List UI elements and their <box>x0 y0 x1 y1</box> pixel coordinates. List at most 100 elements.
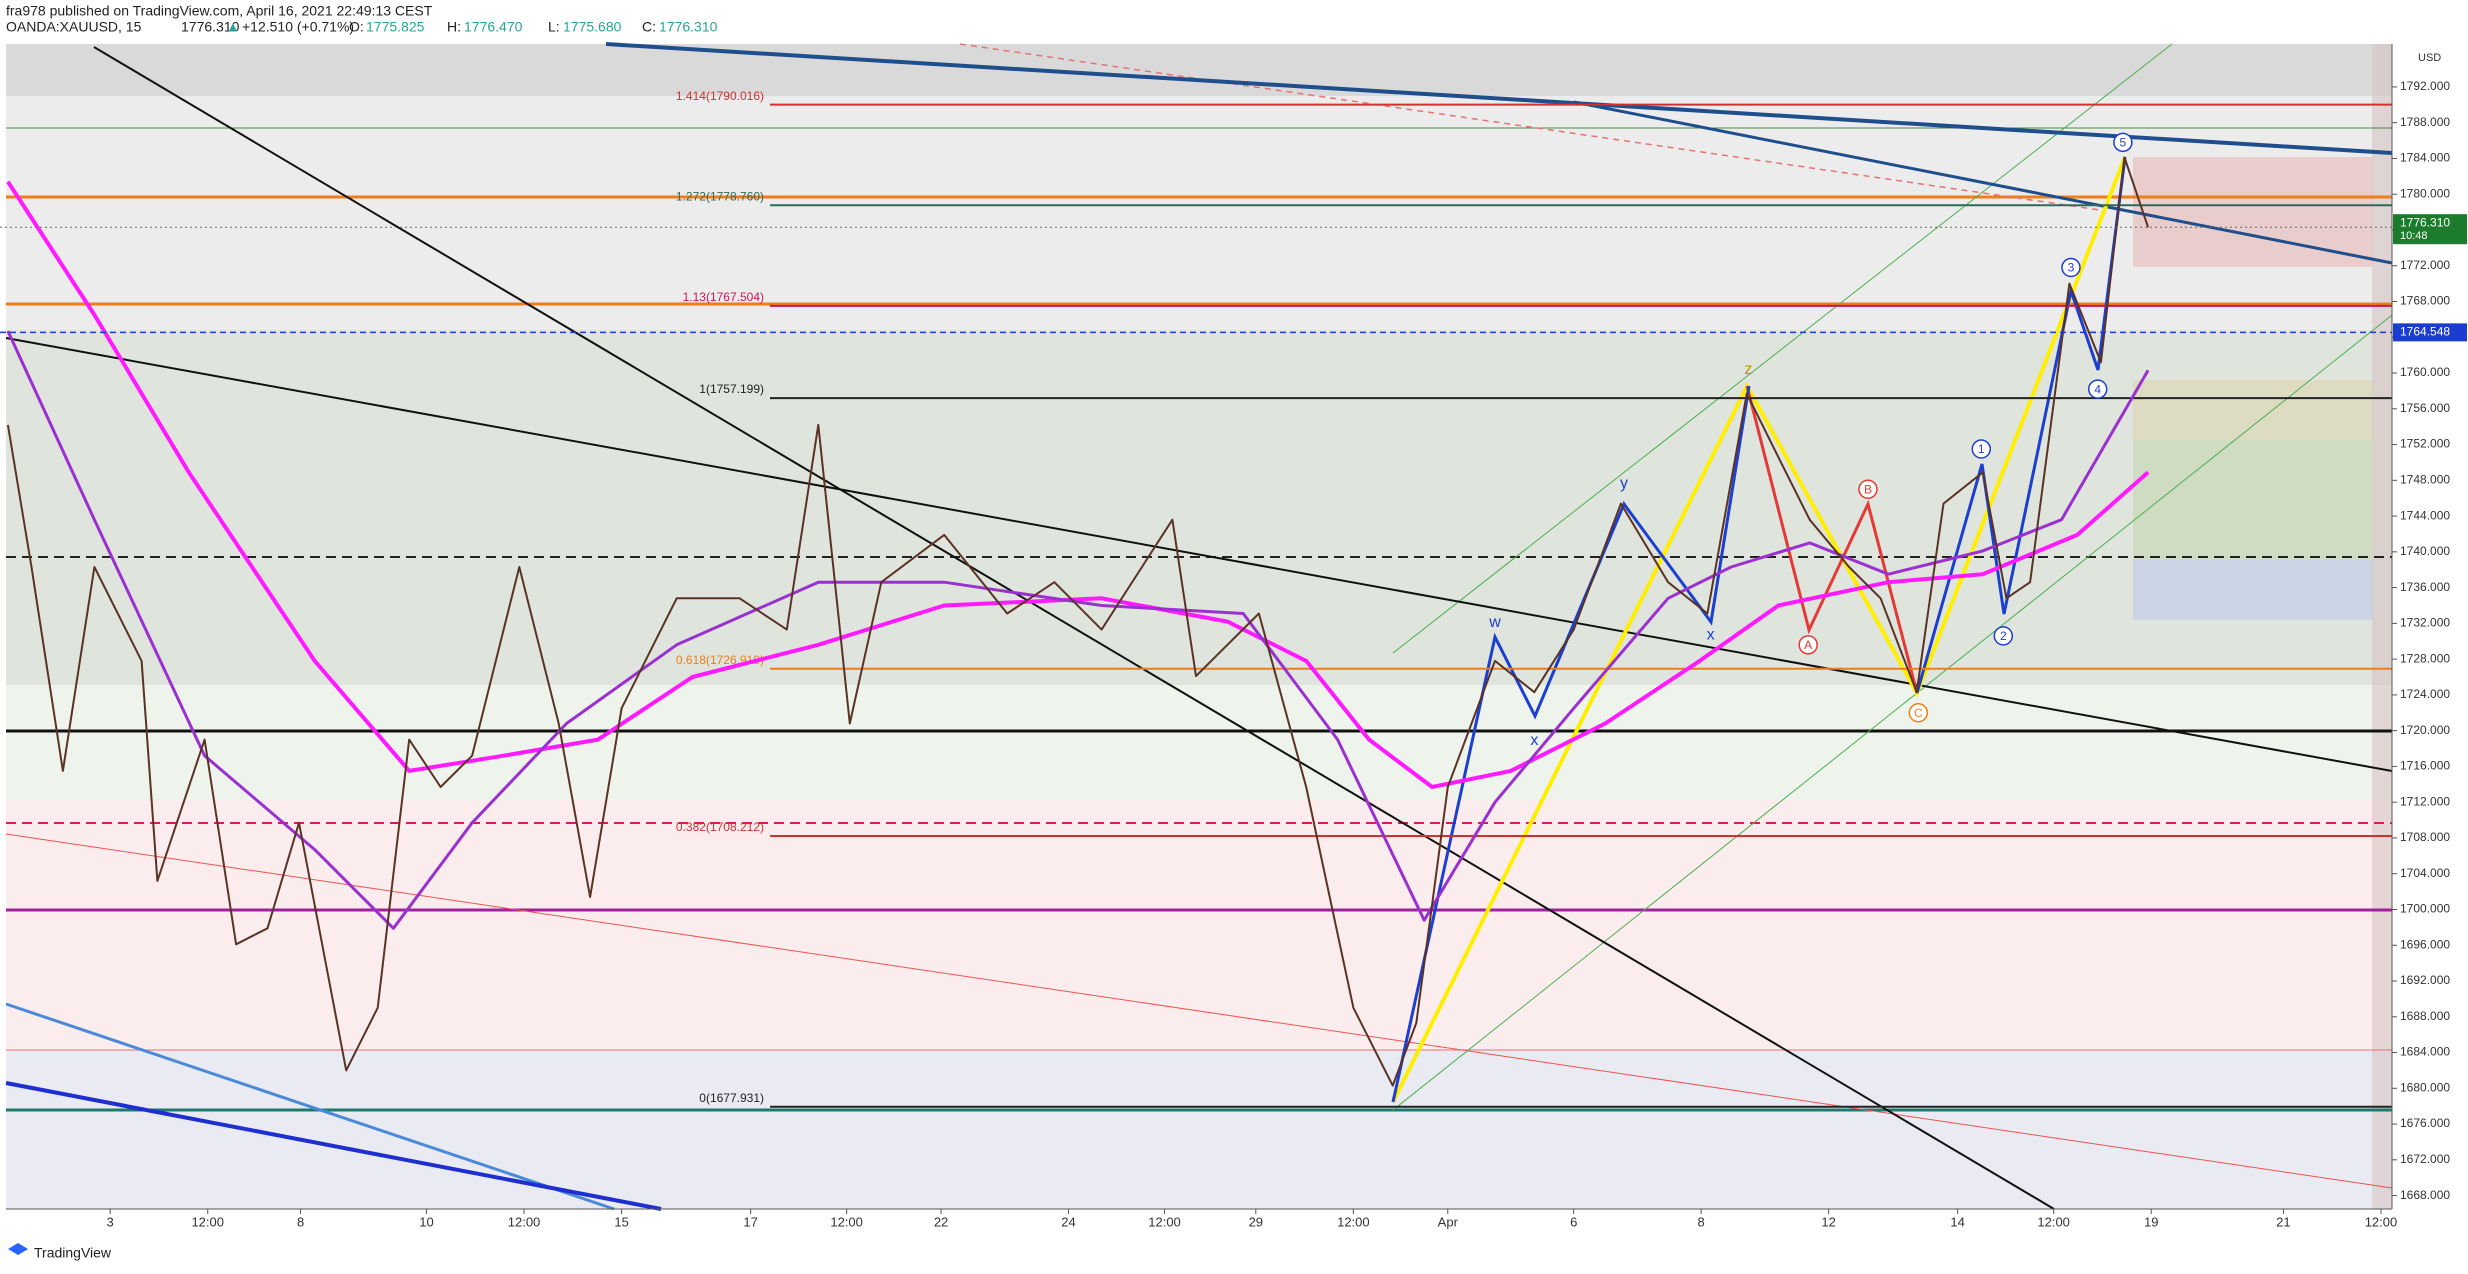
y-tick-label: 1696.000 <box>2400 937 2450 951</box>
wave-label: C <box>1914 706 1923 720</box>
y-tick-label: 1740.000 <box>2400 544 2450 558</box>
x-tick-label: 12:00 <box>2037 1214 2070 1229</box>
y-tick-label: 1680.000 <box>2400 1080 2450 1094</box>
low-label: L: <box>548 19 560 35</box>
fib-level-label: 0(1677.931) <box>699 1091 764 1105</box>
x-tick-label: 12:00 <box>191 1214 224 1229</box>
y-tick-label: 1752.000 <box>2400 437 2450 451</box>
axes: 1668.000 1672.000 1676.000 1680.000 1684.000… <box>107 52 2467 1229</box>
symbol: OANDA:XAUUSD, 15 <box>6 19 142 35</box>
close: 1776.310 <box>659 19 718 35</box>
x-tick-label: 19 <box>2144 1214 2158 1229</box>
wave-circle <box>1798 635 1818 655</box>
wave-label: x <box>1530 732 1538 749</box>
series-line <box>6 330 2150 930</box>
plot-area: 1.414(1790.016) 1.272(1778.760) 1.13(1767.… <box>0 89 2392 1108</box>
open: 1775.825 <box>366 19 425 35</box>
x-tick-label: 10 <box>419 1214 433 1229</box>
y-tick-label: 1724.000 <box>2400 687 2450 701</box>
fib-level-label: 0.382(1708.212) <box>676 820 764 834</box>
wave-label: 3 <box>2068 261 2075 275</box>
open-label: O: <box>349 19 364 35</box>
wave-circle <box>1908 703 1929 723</box>
x-tick-label: 14 <box>1950 1214 1964 1229</box>
y-tick-label: 1712.000 <box>2400 794 2450 808</box>
x-tick-label: 12:00 <box>2365 1214 2398 1229</box>
y-tick-label: 1676.000 <box>2400 1116 2450 1130</box>
publisher: fra978 published on TradingView.com, Apr… <box>6 3 433 19</box>
fib-level-label: 1(1757.199) <box>699 382 764 396</box>
wave-label: 4 <box>2094 382 2101 396</box>
y-tick-label: 1692.000 <box>2400 973 2450 987</box>
high-label: H: <box>447 19 461 35</box>
y-tick-label: 1704.000 <box>2400 866 2450 880</box>
x-tick-label: Apr <box>1438 1214 1459 1229</box>
x-tick-label: 8 <box>297 1214 304 1229</box>
header: fra978 published on TradingView.com, Apr… <box>6 3 718 35</box>
brand: TradingView <box>34 1245 112 1261</box>
change-arrow: ▲ <box>226 19 240 35</box>
trendlines <box>5 42 2393 1211</box>
brand-logo <box>8 1243 28 1255</box>
wave-label: 1 <box>1978 442 1985 456</box>
y-tick-label: 1716.000 <box>2400 759 2450 773</box>
wave-label: x <box>1707 626 1715 643</box>
x-tick-label: 12:00 <box>1337 1214 1370 1229</box>
y-tick-label: 1736.000 <box>2400 580 2450 594</box>
wave-circle <box>2087 379 2108 399</box>
y-tick-label: 1672.000 <box>2400 1152 2450 1166</box>
wave-circle <box>1993 626 2014 646</box>
horizontal-lines <box>6 127 2392 1112</box>
wave-label: 5 <box>2120 136 2127 150</box>
y-tick-label: 1720.000 <box>2400 723 2450 737</box>
x-tick-label: 29 <box>1249 1214 1263 1229</box>
wave-circle <box>1971 439 1992 459</box>
series-line <box>6 156 2150 1087</box>
x-tick-label: 6 <box>1570 1214 1577 1229</box>
fib-level-label: 1.414(1790.016) <box>676 89 764 103</box>
wave-label: y <box>1620 475 1628 492</box>
x-tick-label: 21 <box>2276 1214 2290 1229</box>
x-tick-label: 12:00 <box>1148 1214 1181 1229</box>
y-tick-label: 1784.000 <box>2400 151 2450 165</box>
y-tick-label: 1744.000 <box>2400 508 2450 522</box>
y-tick-label: 1756.000 <box>2400 401 2450 415</box>
high: 1776.470 <box>464 19 523 35</box>
y-tick-label: 1748.000 <box>2400 472 2450 486</box>
y-tick-label: 1760.000 <box>2400 365 2450 379</box>
x-tick-label: 3 <box>107 1214 114 1229</box>
fib-level-label: 0.618(1726.919) <box>676 653 764 667</box>
close-label: C: <box>642 19 656 35</box>
alert-price-label: 1764.548 <box>2400 325 2450 339</box>
x-tick-label: 15 <box>614 1214 628 1229</box>
wave-label: w <box>1488 614 1501 631</box>
y-tick-label: 1708.000 <box>2400 830 2450 844</box>
y-tick-label: 1732.000 <box>2400 616 2450 630</box>
wave-label: A <box>1804 638 1812 652</box>
x-tick-label: 12:00 <box>830 1214 863 1229</box>
wave-label: z <box>1744 361 1752 378</box>
fib-level-label: 1.13(1767.504) <box>683 290 764 304</box>
x-tick-label: 12 <box>1821 1214 1835 1229</box>
y-tick-label: 1792.000 <box>2400 79 2450 93</box>
last-price: 1776.310 <box>181 19 240 35</box>
wave-label: B <box>1864 482 1872 496</box>
x-tick-label: 8 <box>1698 1214 1705 1229</box>
alert-price-tag <box>2393 323 2467 342</box>
y-unit: USD <box>2418 52 2441 64</box>
y-tick-label: 1684.000 <box>2400 1045 2450 1059</box>
y-tick-label: 1780.000 <box>2400 186 2450 200</box>
y-tick-label: 1768.000 <box>2400 294 2450 308</box>
series-line <box>6 180 2150 789</box>
wave-circle <box>2061 257 2081 278</box>
wave-label: 2 <box>2000 629 2007 643</box>
y-tick-label: 1788.000 <box>2400 115 2450 129</box>
y-tick-label: 1668.000 <box>2400 1188 2450 1202</box>
y-tick-label: 1728.000 <box>2400 651 2450 665</box>
current-price-label: 1776.310 <box>2400 215 2450 229</box>
x-tick-label: 22 <box>934 1214 948 1229</box>
footer: TradingView <box>8 1243 112 1261</box>
y-tick-label: 1700.000 <box>2400 902 2450 916</box>
wave-circle <box>1858 479 1878 500</box>
